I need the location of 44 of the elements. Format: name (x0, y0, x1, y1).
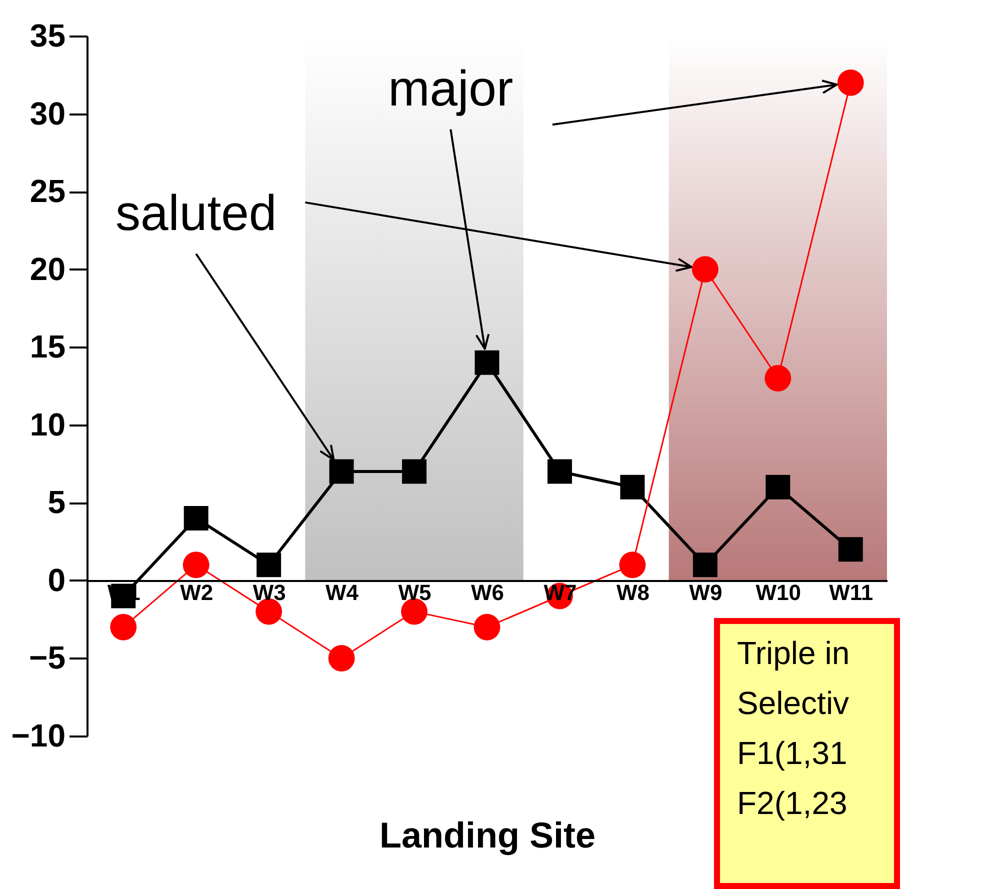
point (182, 552, 210, 578)
point (837, 69, 864, 96)
y-tick-label: 15 (30, 328, 66, 365)
point (474, 614, 500, 640)
point (256, 552, 282, 578)
point (402, 459, 427, 484)
point (766, 474, 790, 500)
annotation: F1(1,31 (737, 735, 848, 771)
y-tick-label: 10 (30, 406, 66, 442)
point (620, 474, 645, 500)
y-tick-label: −10 (11, 718, 66, 754)
y-tick-label: 25 (30, 173, 66, 210)
x-tick-label: W2 (180, 580, 214, 605)
y-tick-label: 0 (48, 562, 66, 598)
point (547, 459, 572, 484)
x-tick-label: W3 (252, 580, 286, 605)
y-tick-label: 20 (30, 250, 66, 287)
point (329, 459, 354, 484)
x-tick-label: W10 (756, 580, 802, 605)
point (692, 256, 718, 283)
point (764, 365, 792, 392)
point (328, 645, 355, 672)
x-tick-label: W9 (689, 580, 722, 605)
x-tick-label: W11 (829, 580, 874, 605)
y-tick-label: 35 (30, 18, 66, 54)
y-tick-label: 30 (30, 95, 66, 132)
text: F2(1,23 (737, 785, 848, 821)
point (619, 552, 646, 578)
y-tick-label: 5 (48, 484, 66, 520)
x-tick-label: W8 (616, 580, 650, 605)
x-axis-title: Landing Site (380, 814, 596, 856)
annotation: Selectiv (737, 685, 850, 721)
point (838, 537, 863, 562)
point (692, 552, 718, 578)
y-tick-label: −5 (29, 640, 66, 676)
annotation: major (388, 60, 514, 116)
x-tick-label: W4 (326, 580, 360, 605)
point (474, 350, 500, 375)
x-tick-label: W6 (471, 580, 504, 605)
x-tick-label: W5 (398, 580, 432, 605)
annotation: saluted (115, 184, 277, 241)
point (110, 614, 137, 640)
annotation: Triple in (737, 635, 850, 671)
point (184, 506, 208, 530)
